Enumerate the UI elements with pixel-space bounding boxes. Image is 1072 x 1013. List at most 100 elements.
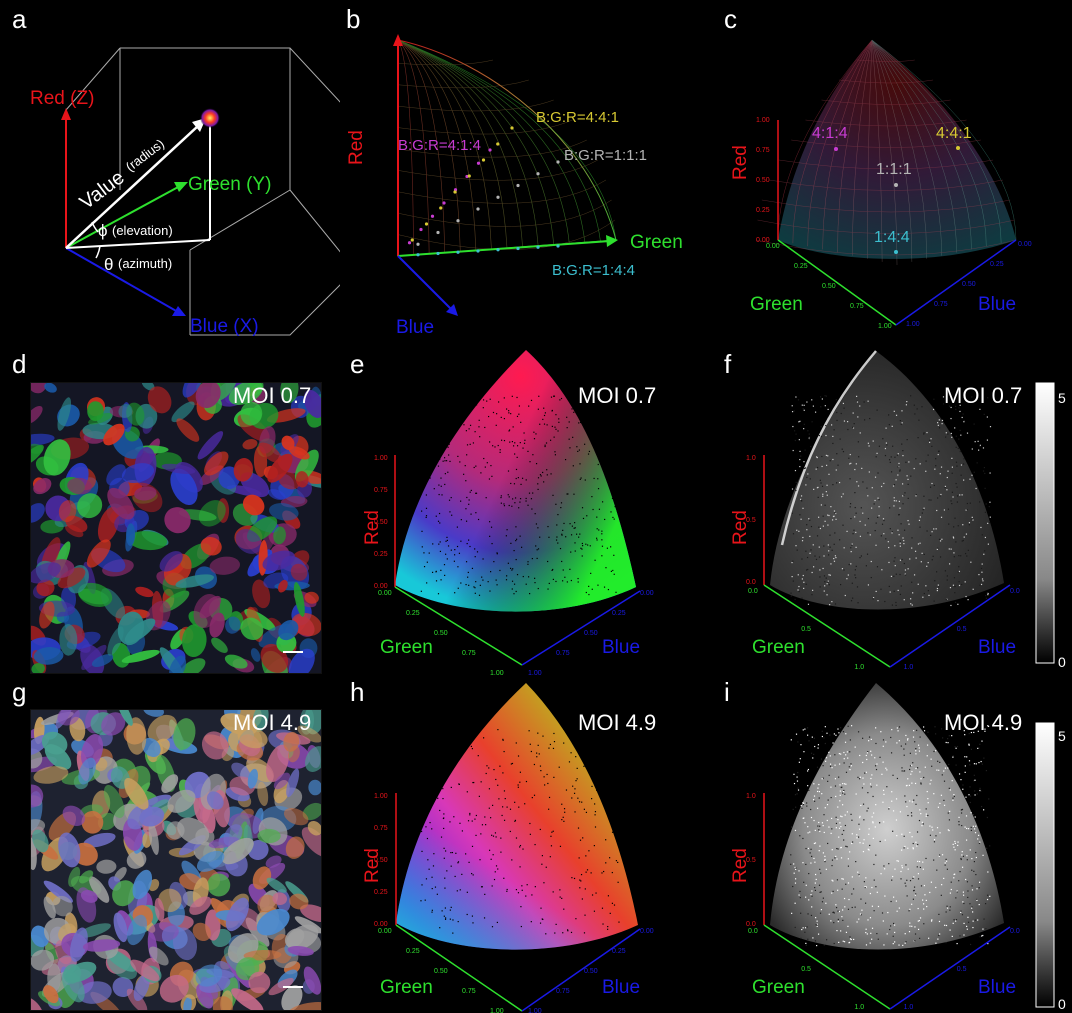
spherical-coordinate-diagram: Red (Z) Green (Y) Blue (X) Value (radius… <box>30 47 340 337</box>
ratio-dot-lines <box>407 126 560 257</box>
svg-text:0.0: 0.0 <box>748 588 758 595</box>
density-plot: 1.00.50.00.00.51.00.00.51.0 Red Green Bl… <box>730 683 1066 1012</box>
svg-text:0.75: 0.75 <box>462 988 476 995</box>
blue-axis <box>397 255 453 311</box>
svg-text:1.00: 1.00 <box>490 1008 504 1013</box>
panel-i: i MOI 4.9 1.0 0.5 0.0 0.0 0.5 1.0 0.0 0.5 1.0 Re… <box>700 675 1072 1013</box>
svg-text:(elevation): (elevation) <box>112 223 173 238</box>
fluorescence-micrograph <box>30 709 322 1011</box>
moi-label: MOI 4.9 <box>233 710 312 735</box>
svg-text:0.75: 0.75 <box>374 487 388 494</box>
panel-letter: e <box>350 349 365 379</box>
green-axis <box>397 240 611 257</box>
svg-text:1.0: 1.0 <box>904 664 914 671</box>
svg-text:Red: Red <box>362 510 383 545</box>
svg-text:1.0: 1.0 <box>854 664 864 671</box>
sphere-surface <box>778 40 1016 259</box>
svg-text:1.00: 1.00 <box>756 117 770 124</box>
moi-label: MOI 0.7 <box>944 383 1023 408</box>
svg-text:(radius): (radius) <box>123 136 167 175</box>
svg-text:0.50: 0.50 <box>434 630 448 637</box>
svg-text:B:G:R=1:1:1: B:G:R=1:1:1 <box>564 147 647 164</box>
svg-text:0.75: 0.75 <box>756 147 770 154</box>
color-distribution-plot: 1.000.750.500.250.000.000.250.500.751.00… <box>362 683 654 1013</box>
panel-letter: c <box>724 4 737 34</box>
svg-text:0.00: 0.00 <box>378 590 392 597</box>
svg-text:(azimuth): (azimuth) <box>118 256 172 271</box>
svg-text:0.00: 0.00 <box>378 928 392 935</box>
svg-text:1.00: 1.00 <box>878 323 892 330</box>
svg-text:Blue: Blue <box>978 637 1016 658</box>
svg-text:0: 0 <box>1058 654 1066 670</box>
svg-text:1.00: 1.00 <box>490 670 504 675</box>
svg-text:0.00: 0.00 <box>374 583 388 590</box>
svg-text:0.50: 0.50 <box>584 968 598 975</box>
svg-text:0.25: 0.25 <box>374 889 388 896</box>
svg-text:Red: Red <box>346 130 367 165</box>
svg-text:0.00: 0.00 <box>1018 241 1032 248</box>
svg-text:0.50: 0.50 <box>822 283 836 290</box>
panel-g: g MOI 4.9 <box>0 675 340 1013</box>
svg-text:0.0: 0.0 <box>1010 928 1020 935</box>
svg-text:0.25: 0.25 <box>794 263 808 270</box>
svg-text:0.5: 0.5 <box>746 857 756 864</box>
svg-text:1.0: 1.0 <box>746 793 756 800</box>
fluorescence-micrograph <box>30 382 322 674</box>
svg-text:0.75: 0.75 <box>374 825 388 832</box>
svg-text:1.00: 1.00 <box>906 321 920 328</box>
colorbar <box>1035 382 1055 664</box>
panel-letter: g <box>12 677 27 707</box>
panel-letter: i <box>724 677 730 707</box>
svg-text:0.00: 0.00 <box>640 928 654 935</box>
svg-text:0.5: 0.5 <box>957 966 967 973</box>
svg-text:θ: θ <box>104 255 113 274</box>
svg-text:0.5: 0.5 <box>801 626 811 633</box>
colorbar <box>1035 722 1055 1008</box>
panel-d: d MOI 0.7 <box>0 345 340 675</box>
svg-text:0.75: 0.75 <box>462 650 476 657</box>
svg-text:1.0: 1.0 <box>904 1004 914 1011</box>
svg-text:1.00: 1.00 <box>374 793 388 800</box>
svg-text:Blue (X): Blue (X) <box>190 316 259 337</box>
svg-text:Green: Green <box>752 637 805 658</box>
svg-text:0.75: 0.75 <box>934 301 948 308</box>
svg-text:B:G:R=4:1:4: B:G:R=4:1:4 <box>398 137 481 154</box>
panel-c: c 1.00 0.75 0.50 0.25 0.00 0.00 0.25 0.50 0.75 1.… <box>700 0 1072 340</box>
panel-letter: b <box>346 4 361 34</box>
svg-text:1.0: 1.0 <box>746 455 756 462</box>
svg-text:0.0: 0.0 <box>746 579 756 586</box>
density-plot: 1.00.50.00.00.51.00.00.51.0 Red Green Bl… <box>730 350 1066 671</box>
cube-outline <box>120 47 340 336</box>
svg-text:0.50: 0.50 <box>756 177 770 184</box>
svg-text:1.0: 1.0 <box>854 1004 864 1011</box>
svg-text:0.50: 0.50 <box>374 857 388 864</box>
svg-text:0.25: 0.25 <box>756 207 770 214</box>
moi-label: MOI 4.9 <box>578 710 657 735</box>
panel-letter: d <box>12 349 27 379</box>
svg-text:Blue: Blue <box>602 637 640 658</box>
svg-text:Blue: Blue <box>396 317 434 338</box>
density-cloud <box>770 683 1004 950</box>
svg-text:Red (Z): Red (Z) <box>30 88 94 109</box>
svg-text:Green: Green <box>752 977 805 998</box>
svg-text:0.00: 0.00 <box>766 243 780 250</box>
blue-axis <box>65 247 179 313</box>
svg-text:0.75: 0.75 <box>556 650 570 657</box>
svg-text:0.00: 0.00 <box>756 237 770 244</box>
svg-text:B:G:R=4:4:1: B:G:R=4:4:1 <box>536 109 619 126</box>
svg-text:0.75: 0.75 <box>556 988 570 995</box>
svg-text:0.00: 0.00 <box>640 590 654 597</box>
panel-f: f MOI 0.7 1.0 0.5 0.0 0.0 0.5 1.0 0.0 0.5 1.0 Re… <box>700 345 1072 675</box>
svg-text:5: 5 <box>1058 728 1066 744</box>
svg-text:1.00: 1.00 <box>528 1008 542 1013</box>
scale-bar <box>283 651 303 653</box>
svg-text:0.0: 0.0 <box>748 928 758 935</box>
svg-text:0: 0 <box>1058 996 1066 1012</box>
panel-letter: f <box>724 349 732 379</box>
svg-text:Green: Green <box>750 294 803 315</box>
svg-text:0.5: 0.5 <box>957 626 967 633</box>
svg-text:0.50: 0.50 <box>434 968 448 975</box>
svg-text:Red: Red <box>362 848 383 883</box>
svg-text:0.0: 0.0 <box>1010 588 1020 595</box>
panel-letter: a <box>12 4 27 34</box>
